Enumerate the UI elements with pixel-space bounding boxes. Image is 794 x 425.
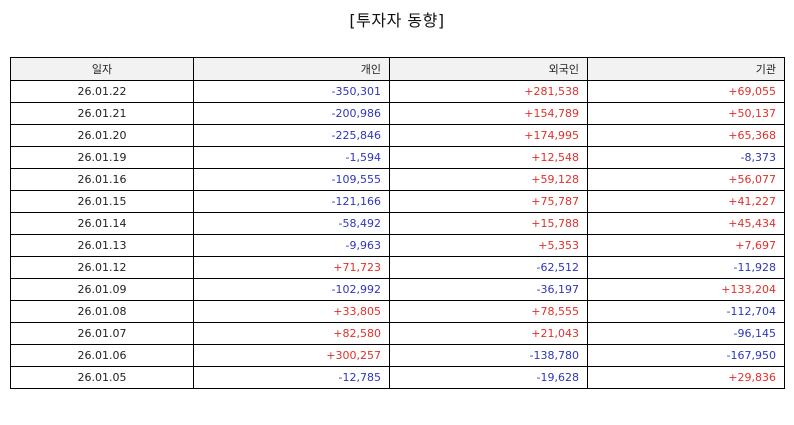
date-cell: 26.01.19 xyxy=(10,146,194,169)
institution-cell: -167,950 xyxy=(587,344,785,367)
date-cell: 26.01.16 xyxy=(10,168,194,191)
individual-cell: -58,492 xyxy=(193,212,390,235)
investor-trend-table: 일자 개인 외국인 기관 26.01.22 -350,301 +281,538 +69… xyxy=(10,57,785,389)
table-row: 26.01.06 +300,257 -138,780 -167,950 xyxy=(10,344,785,367)
institution-cell: +65,368 xyxy=(587,124,785,147)
foreign-cell: +59,128 xyxy=(389,168,588,191)
table-row: 26.01.08 +33,805 +78,555 -112,704 xyxy=(10,300,785,323)
date-cell: 26.01.14 xyxy=(10,212,194,235)
foreign-cell: -19,628 xyxy=(389,366,588,389)
date-cell: 26.01.13 xyxy=(10,234,194,257)
institution-cell: -96,145 xyxy=(587,322,785,345)
individual-cell: -102,992 xyxy=(193,278,390,301)
individual-cell: -109,555 xyxy=(193,168,390,191)
date-cell: 26.01.09 xyxy=(10,278,194,301)
date-cell: 26.01.05 xyxy=(10,366,194,389)
individual-cell: -121,166 xyxy=(193,190,390,213)
date-cell: 26.01.15 xyxy=(10,190,194,213)
column-header-institution: 기관 xyxy=(587,57,785,81)
institution-cell: +29,836 xyxy=(587,366,785,389)
table-row: 26.01.05 -12,785 -19,628 +29,836 xyxy=(10,366,785,389)
table-header-row: 일자 개인 외국인 기관 xyxy=(10,57,785,81)
table-row: 26.01.09 -102,992 -36,197 +133,204 xyxy=(10,278,785,301)
table-row: 26.01.22 -350,301 +281,538 +69,055 xyxy=(10,80,785,103)
institution-cell: +69,055 xyxy=(587,80,785,103)
institution-cell: -8,373 xyxy=(587,146,785,169)
institution-cell: +133,204 xyxy=(587,278,785,301)
institution-cell: +45,434 xyxy=(587,212,785,235)
foreign-cell: +15,788 xyxy=(389,212,588,235)
table-row: 26.01.19 -1,594 +12,548 -8,373 xyxy=(10,146,785,169)
date-cell: 26.01.08 xyxy=(10,300,194,323)
date-cell: 26.01.06 xyxy=(10,344,194,367)
foreign-cell: -36,197 xyxy=(389,278,588,301)
individual-cell: +71,723 xyxy=(193,256,390,279)
foreign-cell: +12,548 xyxy=(389,146,588,169)
date-cell: 26.01.20 xyxy=(10,124,194,147)
table-row: 26.01.21 -200,986 +154,789 +50,137 xyxy=(10,102,785,125)
date-cell: 26.01.12 xyxy=(10,256,194,279)
date-cell: 26.01.21 xyxy=(10,102,194,125)
institution-cell: +41,227 xyxy=(587,190,785,213)
table-row: 26.01.20 -225,846 +174,995 +65,368 xyxy=(10,124,785,147)
institution-cell: +56,077 xyxy=(587,168,785,191)
table-row: 26.01.07 +82,580 +21,043 -96,145 xyxy=(10,322,785,345)
table-row: 26.01.14 -58,492 +15,788 +45,434 xyxy=(10,212,785,235)
foreign-cell: +154,789 xyxy=(389,102,588,125)
individual-cell: +33,805 xyxy=(193,300,390,323)
individual-cell: -12,785 xyxy=(193,366,390,389)
date-cell: 26.01.07 xyxy=(10,322,194,345)
column-header-individual: 개인 xyxy=(193,57,390,81)
institution-cell: +7,697 xyxy=(587,234,785,257)
institution-cell: +50,137 xyxy=(587,102,785,125)
table-row: 26.01.12 +71,723 -62,512 -11,928 xyxy=(10,256,785,279)
individual-cell: -225,846 xyxy=(193,124,390,147)
foreign-cell: -138,780 xyxy=(389,344,588,367)
individual-cell: -9,963 xyxy=(193,234,390,257)
individual-cell: -200,986 xyxy=(193,102,390,125)
individual-cell: +300,257 xyxy=(193,344,390,367)
institution-cell: -112,704 xyxy=(587,300,785,323)
foreign-cell: +21,043 xyxy=(389,322,588,345)
foreign-cell: +75,787 xyxy=(389,190,588,213)
foreign-cell: +78,555 xyxy=(389,300,588,323)
table-row: 26.01.16 -109,555 +59,128 +56,077 xyxy=(10,168,785,191)
foreign-cell: +174,995 xyxy=(389,124,588,147)
column-header-date: 일자 xyxy=(10,57,194,81)
individual-cell: +82,580 xyxy=(193,322,390,345)
table-row: 26.01.15 -121,166 +75,787 +41,227 xyxy=(10,190,785,213)
table-row: 26.01.13 -9,963 +5,353 +7,697 xyxy=(10,234,785,257)
individual-cell: -1,594 xyxy=(193,146,390,169)
date-cell: 26.01.22 xyxy=(10,80,194,103)
individual-cell: -350,301 xyxy=(193,80,390,103)
page-title: [투자자 동향] xyxy=(349,11,445,30)
column-header-foreign: 외국인 xyxy=(389,57,588,81)
foreign-cell: -62,512 xyxy=(389,256,588,279)
table-body: 26.01.22 -350,301 +281,538 +69,055 26.01.21-… xyxy=(10,80,785,389)
institution-cell: -11,928 xyxy=(587,256,785,279)
foreign-cell: +281,538 xyxy=(389,80,588,103)
foreign-cell: +5,353 xyxy=(389,234,588,257)
